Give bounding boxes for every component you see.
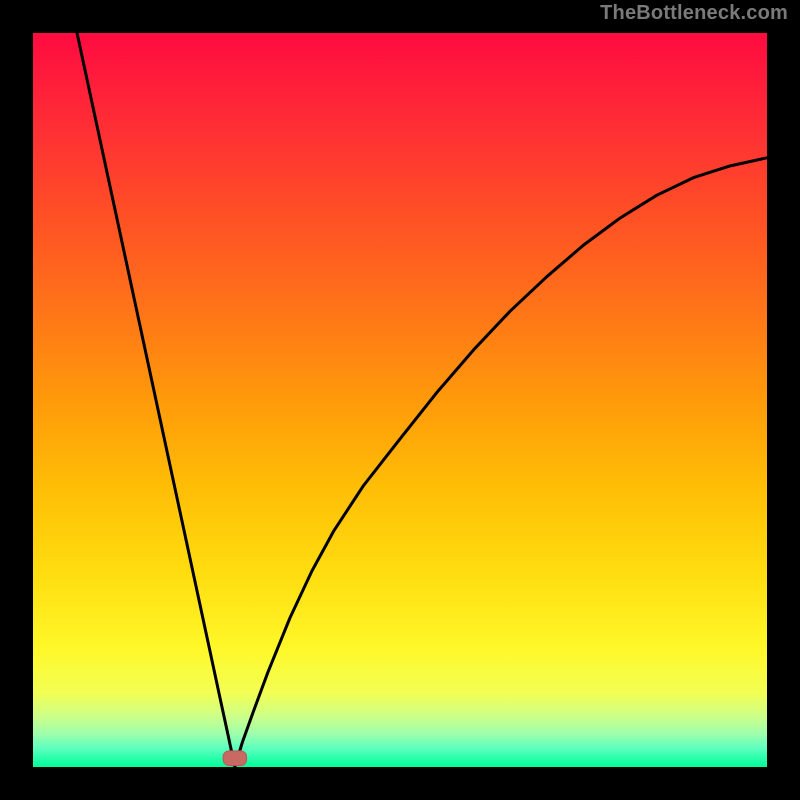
minimum-marker	[223, 751, 246, 766]
chart-canvas: TheBottleneck.com	[0, 0, 800, 800]
bottleneck-curve-chart	[0, 0, 800, 800]
plot-background	[33, 33, 767, 767]
watermark-text: TheBottleneck.com	[600, 2, 788, 25]
